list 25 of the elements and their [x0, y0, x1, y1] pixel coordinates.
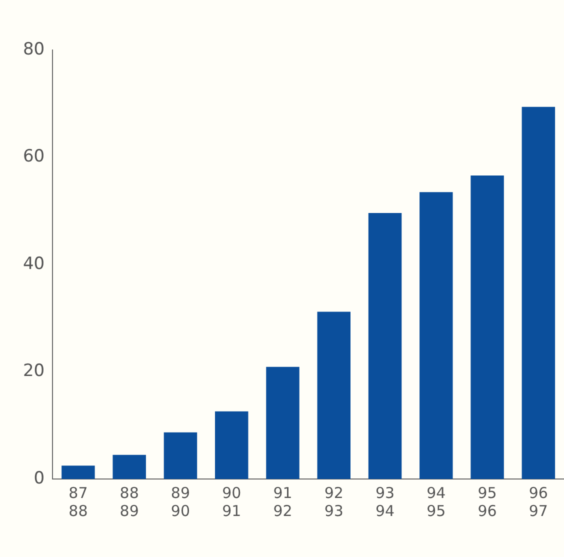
bar — [112, 454, 146, 479]
x-tick-label: 95 96 — [478, 484, 497, 520]
y-tick-label: 0 — [34, 468, 45, 488]
bar — [470, 175, 504, 479]
x-tick-label: 96 97 — [528, 484, 548, 520]
y-tick-label: 20 — [22, 361, 45, 382]
x-tick-label: 93 94 — [375, 484, 395, 520]
bar — [420, 192, 453, 479]
y-tick-label: 80 — [22, 39, 45, 60]
y-tick-label: 40 — [22, 254, 45, 274]
bar — [62, 466, 95, 479]
bar — [522, 106, 556, 479]
bar — [266, 366, 300, 479]
x-tick-label: 90 91 — [222, 484, 242, 520]
x-tick-label: 88 89 — [120, 484, 139, 520]
x-tick-label: 92 93 — [324, 484, 344, 520]
bar — [214, 411, 248, 479]
x-tick-label: 87 88 — [68, 484, 88, 520]
bar — [368, 213, 402, 479]
x-tick-label: 94 95 — [426, 484, 446, 520]
x-tick-label: 91 92 — [273, 484, 292, 520]
bar — [317, 312, 351, 479]
y-tick-label: 60 — [22, 146, 45, 167]
x-tick-label: 89 90 — [170, 484, 190, 520]
bar — [164, 432, 198, 479]
